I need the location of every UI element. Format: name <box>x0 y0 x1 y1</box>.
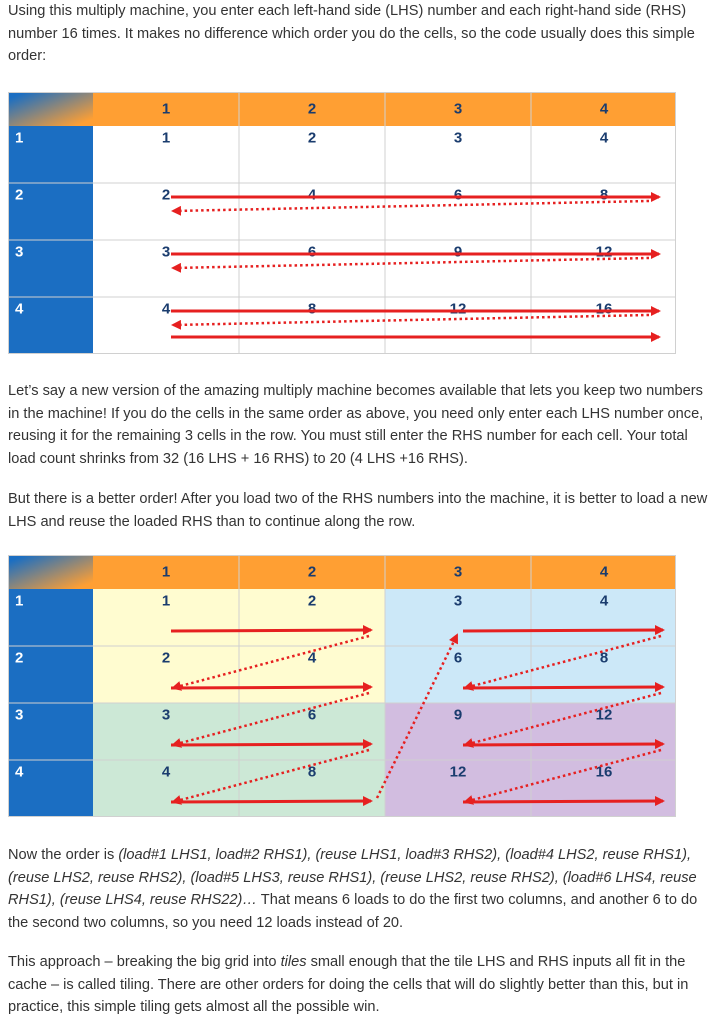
cell-value: 6 <box>454 187 462 204</box>
intro-paragraph: Using this multiply machine, you enter e… <box>8 3 695 64</box>
grid-corner <box>8 92 93 126</box>
cell-value: 8 <box>600 187 608 204</box>
sweep-arrow <box>170 625 373 636</box>
tiling-text-b: small enough that the tile LHS and RHS i… <box>8 954 689 1015</box>
column-header-4: 4 <box>600 101 609 118</box>
column-header-2: 2 <box>308 101 316 118</box>
cell-value: 4 <box>600 593 609 610</box>
cache-paragraph: Let’s say a new version of the amazing m… <box>8 383 704 467</box>
sweep-arrow <box>170 682 373 693</box>
better-order-paragraph: But there is a better order! After you l… <box>8 491 708 530</box>
row-header-1: 1 <box>15 130 23 147</box>
grid-border <box>8 555 676 817</box>
grid-corner <box>8 555 93 589</box>
return-arrow <box>463 634 662 691</box>
cell-value: 16 <box>596 764 613 781</box>
tiling-text-a: This approach – breaking the big grid in… <box>8 954 281 970</box>
cell-value: 6 <box>308 244 316 261</box>
row-header-3: 3 <box>15 707 23 724</box>
return-arrow <box>171 748 370 805</box>
return-arrow <box>171 634 370 691</box>
sweep-arrow <box>170 739 373 750</box>
cell-value: 4 <box>308 187 317 204</box>
tiles-term: tiles <box>280 954 307 970</box>
order-paragraph: Now the order is (load#1 LHS1, load#2 RH… <box>8 844 712 934</box>
cell-value: 12 <box>450 764 467 781</box>
return-arrow <box>171 256 650 273</box>
cell-value: 12 <box>596 244 613 261</box>
sweep-arrow <box>462 739 665 750</box>
sweep-arrow <box>170 796 373 807</box>
cell-value: 4 <box>600 130 609 147</box>
return-arrow <box>171 199 650 216</box>
column-header-3: 3 <box>454 564 462 581</box>
cell-value: 2 <box>308 130 316 147</box>
cell-value: 3 <box>162 244 170 261</box>
return-arrow <box>171 691 370 748</box>
cell-value: 2 <box>162 187 170 204</box>
column-header-3: 3 <box>454 101 462 118</box>
cell-value: 9 <box>454 244 462 261</box>
order-prefix: Now the order is <box>8 847 119 863</box>
cell-value: 8 <box>308 301 316 318</box>
row-header-2: 2 <box>15 187 23 204</box>
cell-value: 3 <box>454 593 462 610</box>
grid-border <box>8 92 676 354</box>
sweep-arrow <box>462 625 665 636</box>
column-header-4: 4 <box>600 564 609 581</box>
column-header-2: 2 <box>308 564 316 581</box>
row-header-2: 2 <box>15 650 23 667</box>
tiling-paragraph: This approach – breaking the big grid in… <box>8 951 712 1019</box>
cell-value: 2 <box>162 650 170 667</box>
row-header-4: 4 <box>15 301 24 318</box>
row-header-3: 3 <box>15 244 23 261</box>
row-header-1: 1 <box>15 593 23 610</box>
cell-value: 12 <box>450 301 467 318</box>
cell-value: 6 <box>454 650 462 667</box>
return-arrow <box>463 748 662 805</box>
cell-value: 8 <box>600 650 608 667</box>
cell-value: 12 <box>596 707 613 724</box>
cell-value: 3 <box>454 130 462 147</box>
cell-value: 8 <box>308 764 316 781</box>
cell-value: 2 <box>308 593 316 610</box>
order-summary: That means 6 loads to do the first two c… <box>8 892 698 931</box>
column-header-1: 1 <box>162 101 170 118</box>
cell-value: 4 <box>308 650 317 667</box>
simple-order-grid: 1 2 3 4 1 2 3 4 1 2 3 4 2 4 6 8 3 6 9 12 4 8 12 16 <box>8 92 676 354</box>
cell-value: 6 <box>308 707 316 724</box>
cell-value: 16 <box>596 301 613 318</box>
column-header-1: 1 <box>162 564 170 581</box>
row-header-4: 4 <box>15 764 24 781</box>
sweep-arrow <box>462 682 665 693</box>
cell-value: 3 <box>162 707 170 724</box>
return-arrow <box>171 313 650 330</box>
cell-value: 1 <box>162 130 170 147</box>
cell-value: 1 <box>162 593 170 610</box>
return-arrow <box>463 691 662 748</box>
sweep-arrow <box>462 796 665 807</box>
cell-value: 4 <box>162 301 171 318</box>
cell-value: 9 <box>454 707 462 724</box>
tiled-order-grid: 1 2 3 4 1 2 3 4 1 2 3 4 2 4 6 8 3 6 9 12 4 8 12 16 <box>8 555 676 817</box>
order-sequence: (load#1 LHS1, load#2 RHS1), (reuse LHS1,… <box>8 847 697 908</box>
cell-value: 4 <box>162 764 171 781</box>
